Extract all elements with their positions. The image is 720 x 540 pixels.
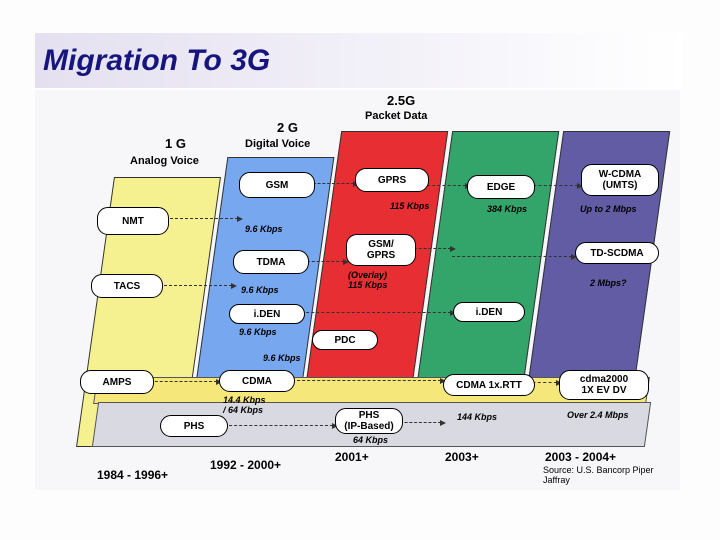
year-label: 1992 - 2000+	[210, 458, 281, 472]
generation-label: 2 G	[277, 120, 298, 135]
tech-box: EDGE	[467, 175, 535, 199]
diagram-canvas: 1 G Analog Voice 2 G Digital Voice 2.5G Packe…	[35, 90, 680, 490]
data-rate: 9.6 Kbps	[239, 327, 277, 337]
tech-box: GSM	[239, 172, 315, 198]
tech-box: TD-SCDMA	[575, 242, 659, 264]
page-title: Migration To 3G	[43, 44, 270, 78]
migration-arrow	[154, 285, 232, 286]
year-label: 1984 - 1996+	[97, 468, 168, 482]
migration-arrow	[287, 380, 441, 381]
migration-arrow	[296, 312, 451, 313]
data-rate: 144 Kbps	[457, 412, 497, 422]
data-rate: 384 Kbps	[487, 204, 527, 214]
tech-box: TDMA	[233, 250, 309, 274]
source-text: Source: U.S. Bancorp Piper Jaffray	[543, 465, 680, 485]
data-rate: 9.6 Kbps	[245, 224, 283, 234]
tech-box: cdma20001X EV DV	[559, 370, 649, 400]
tech-box: PHS(IP-Based)	[335, 408, 403, 434]
tech-box: TACS	[91, 274, 163, 298]
title-bar: Migration To 3G	[35, 33, 683, 88]
migration-arrow	[452, 256, 572, 257]
generation-sublabel: Digital Voice	[245, 138, 310, 150]
year-label: 2003 - 2004+	[545, 450, 616, 464]
tech-box: AMPS	[80, 370, 154, 394]
tech-box: GPRS	[355, 168, 429, 192]
data-rate: Up to 2 Mbps	[580, 204, 637, 214]
migration-arrow	[145, 381, 217, 382]
data-rate: 115 Kbps	[390, 201, 429, 211]
data-rate: 9.6 Kbps	[241, 285, 279, 295]
data-rate: 14.4 Kbps/ 64 Kbps	[223, 395, 266, 415]
generation-label: 1 G	[165, 136, 186, 151]
tech-box: PHS	[160, 415, 228, 437]
tech-box: PDC	[312, 330, 378, 350]
data-rate: (Overlay)115 Kbps	[348, 270, 387, 290]
migration-arrow	[160, 218, 238, 219]
year-label: 2001+	[335, 450, 369, 464]
data-rate: 64 Kbps	[353, 435, 388, 445]
generation-label: 2.5G	[387, 93, 415, 108]
tech-box: W-CDMA(UMTS)	[581, 164, 659, 196]
tech-box: CDMA 1x.RTT	[443, 374, 535, 396]
tech-box: CDMA	[219, 370, 295, 392]
migration-arrow	[422, 185, 466, 186]
generation-sublabel: Analog Voice	[130, 155, 199, 167]
migration-arrow	[528, 185, 578, 186]
tech-box: GSM/GPRS	[346, 234, 416, 266]
generation-sublabel: Packet Data	[365, 110, 427, 122]
data-rate: 2 Mbps?	[590, 278, 627, 288]
tech-box: i.DEN	[453, 302, 525, 322]
tech-box: NMT	[97, 207, 169, 235]
migration-arrow	[219, 425, 333, 426]
data-rate: Over 2.4 Mbps	[567, 410, 629, 420]
data-rate: 9.6 Kbps	[263, 353, 301, 363]
tech-box: i.DEN	[229, 304, 305, 324]
year-label: 2003+	[445, 450, 479, 464]
